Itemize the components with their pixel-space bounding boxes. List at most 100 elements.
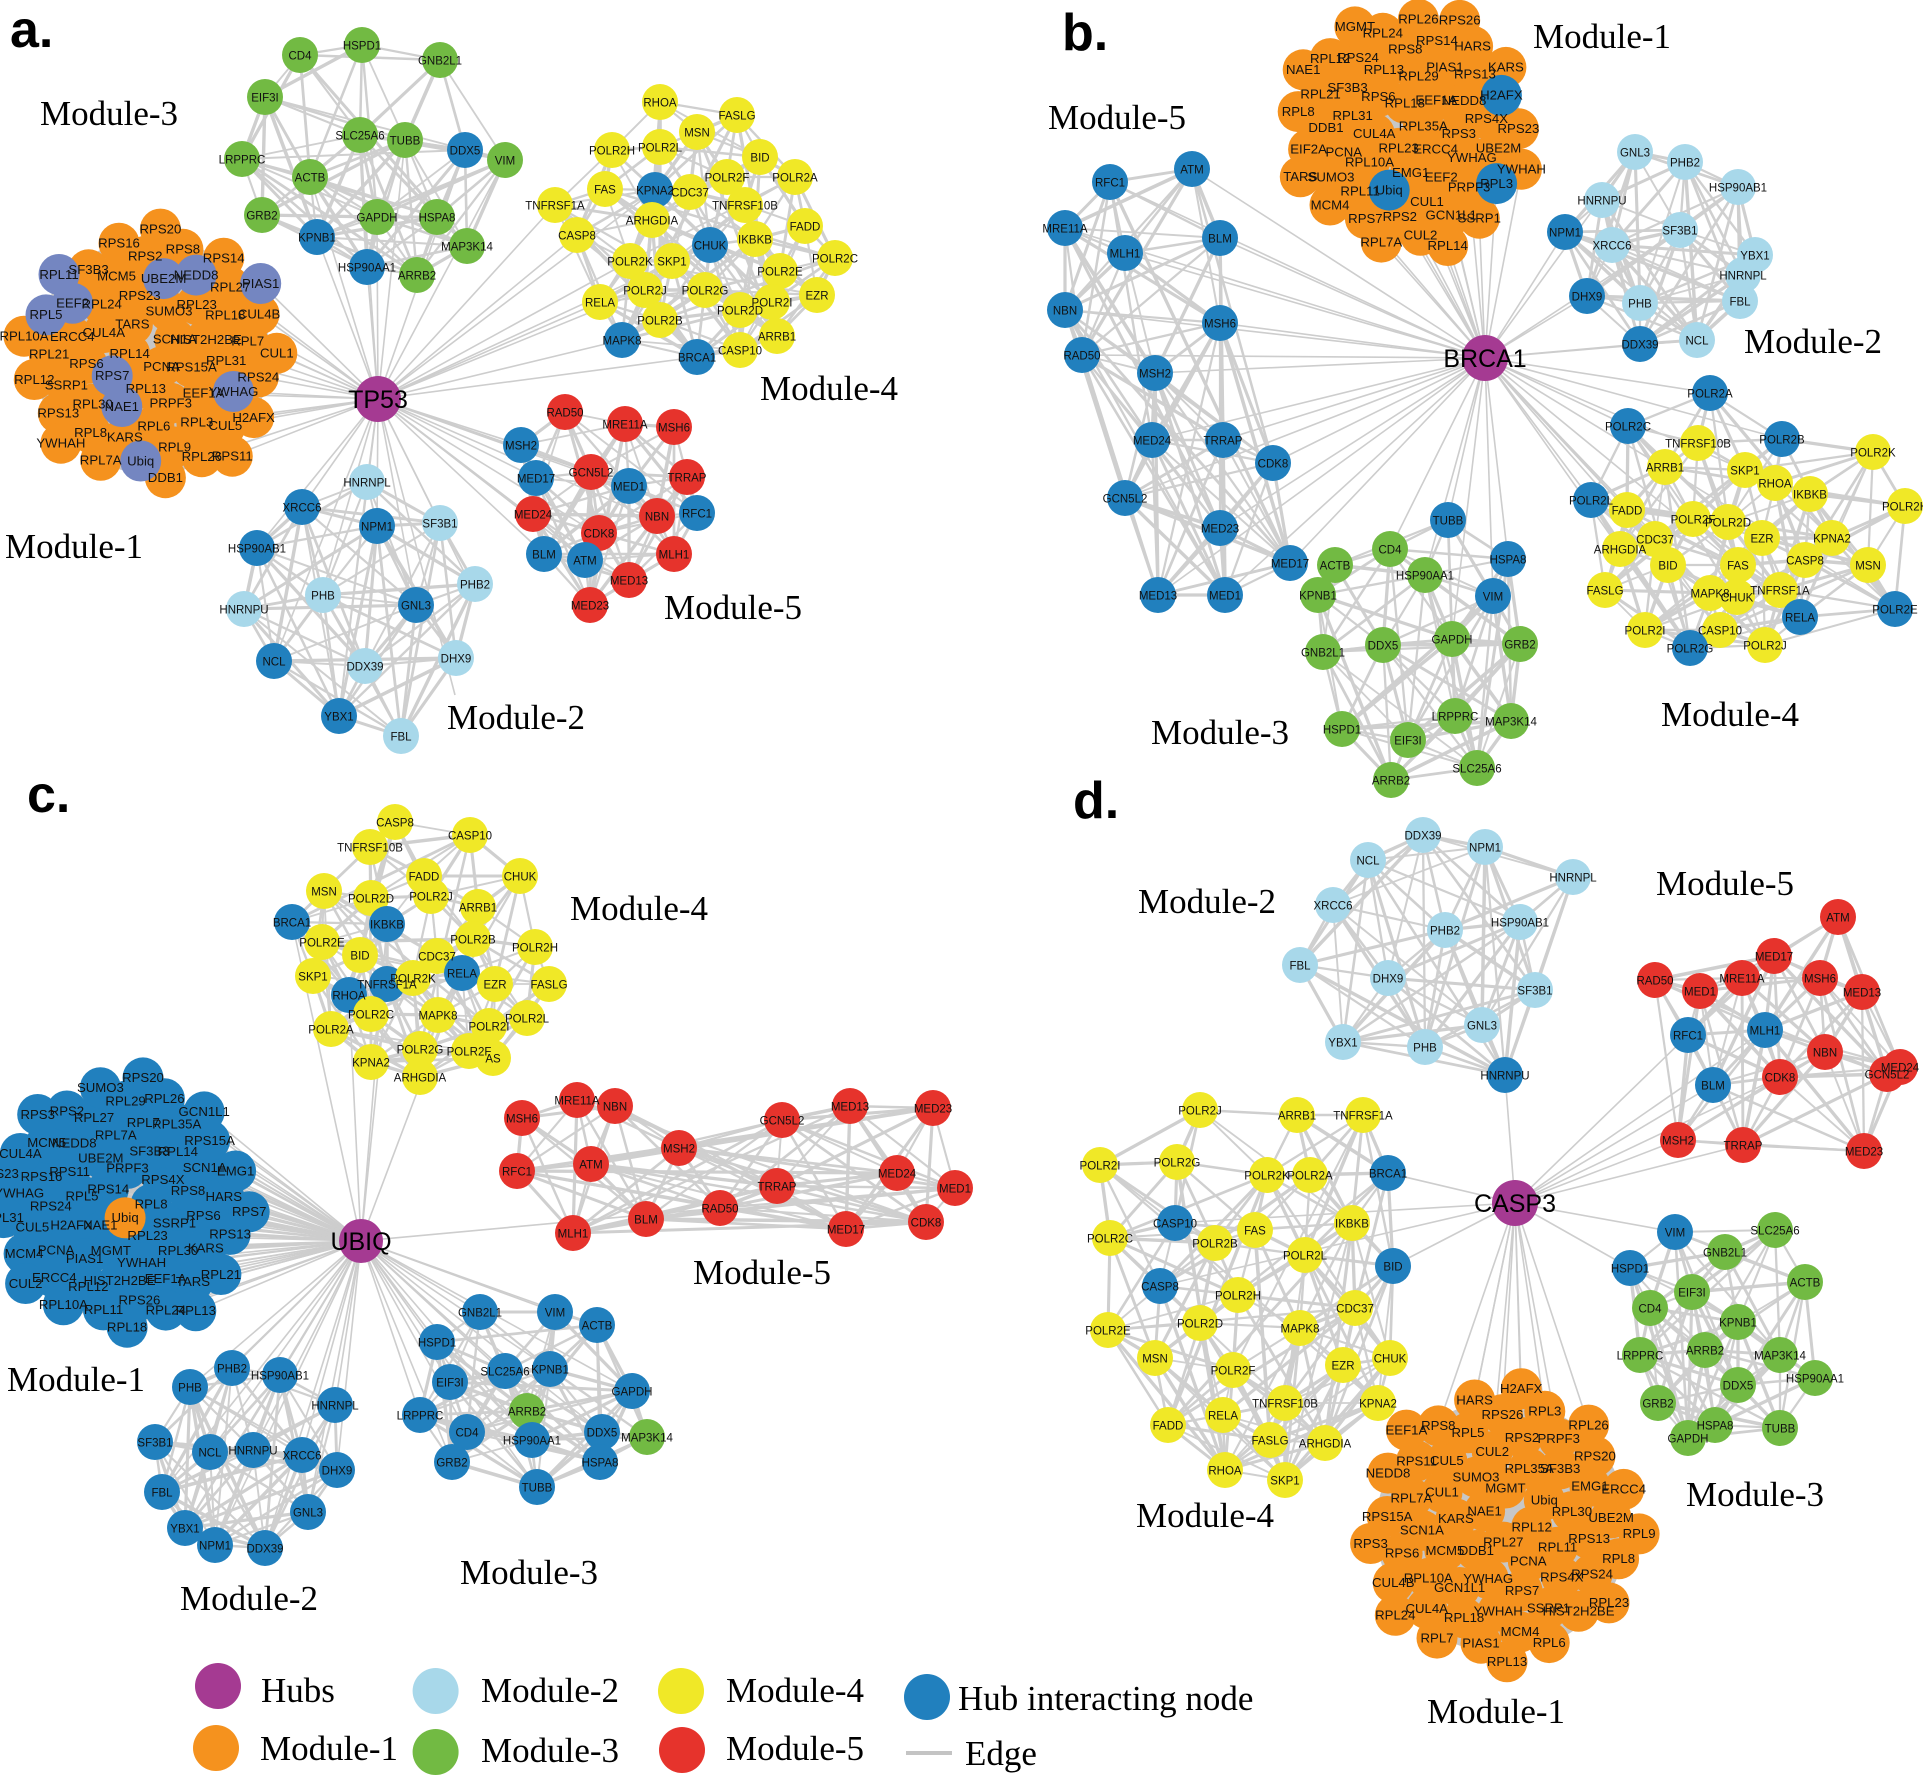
svg-text:GNB2L1: GNB2L1 — [418, 55, 462, 67]
svg-text:CUL2: CUL2 — [1475, 1444, 1509, 1459]
svg-text:SF3B1: SF3B1 — [1517, 985, 1552, 997]
svg-text:GCN5L2: GCN5L2 — [1865, 1069, 1910, 1081]
svg-text:IKBKB: IKBKB — [1335, 1218, 1369, 1230]
svg-text:DDX5: DDX5 — [1368, 640, 1399, 652]
svg-text:MSH6: MSH6 — [658, 422, 690, 434]
svg-text:MED24: MED24 — [878, 1168, 917, 1180]
svg-text:RPL5: RPL5 — [1452, 1425, 1485, 1440]
svg-text:SSRP1: SSRP1 — [153, 1215, 196, 1230]
svg-text:POLR2B: POLR2B — [1759, 434, 1805, 446]
svg-text:ARRB2: ARRB2 — [1372, 775, 1410, 787]
svg-text:CD4: CD4 — [1378, 544, 1402, 556]
svg-text:Ubiq: Ubiq — [127, 453, 154, 468]
svg-text:SF3B3: SF3B3 — [1327, 80, 1367, 95]
svg-text:DDX39: DDX39 — [246, 1543, 283, 1555]
svg-text:EEF1A: EEF1A — [1415, 93, 1457, 108]
svg-text:EZR: EZR — [484, 979, 507, 991]
svg-text:Module-1: Module-1 — [7, 1360, 145, 1399]
svg-text:RPS7: RPS7 — [232, 1204, 266, 1219]
svg-text:CHUK: CHUK — [694, 240, 727, 252]
svg-text:GCN1L1: GCN1L1 — [1426, 208, 1477, 223]
svg-text:DHX9: DHX9 — [322, 1465, 353, 1477]
svg-text:MAPK8: MAPK8 — [1691, 588, 1730, 600]
svg-text:CUL1: CUL1 — [1425, 1485, 1459, 1500]
svg-text:NPM1: NPM1 — [1549, 227, 1581, 239]
svg-text:SKP1: SKP1 — [657, 256, 686, 268]
svg-text:HSPD1: HSPD1 — [1323, 724, 1361, 736]
svg-text:CDK8: CDK8 — [911, 1217, 942, 1229]
svg-text:RHOA: RHOA — [1758, 478, 1792, 490]
svg-text:RPS8: RPS8 — [166, 242, 200, 257]
svg-text:c.: c. — [27, 766, 70, 824]
svg-text:RPS24: RPS24 — [1571, 1567, 1613, 1582]
svg-text:KARS: KARS — [1488, 60, 1524, 75]
svg-text:BID: BID — [750, 152, 769, 164]
svg-text:POLR2E: POLR2E — [1872, 604, 1918, 616]
svg-text:KARS: KARS — [188, 1241, 224, 1256]
svg-text:RPS13: RPS13 — [209, 1227, 251, 1242]
svg-text:NCL: NCL — [1685, 335, 1709, 347]
svg-text:TNFRSF10B: TNFRSF10B — [1665, 438, 1731, 450]
svg-text:PRPF3: PRPF3 — [1537, 1431, 1580, 1446]
svg-text:IKBKB: IKBKB — [1793, 489, 1827, 501]
svg-text:CUL4B: CUL4B — [238, 307, 281, 322]
svg-text:MAPK8: MAPK8 — [603, 335, 642, 347]
svg-text:RHOA: RHOA — [643, 97, 677, 109]
svg-text:RPL13: RPL13 — [126, 381, 166, 396]
svg-text:NCL: NCL — [198, 1447, 222, 1459]
svg-text:SLC25A6: SLC25A6 — [1452, 763, 1501, 775]
svg-text:MAPK8: MAPK8 — [1281, 1323, 1320, 1335]
svg-text:CUL2: CUL2 — [9, 1276, 43, 1291]
svg-text:NBN: NBN — [1813, 1047, 1837, 1059]
svg-text:MCM4: MCM4 — [1311, 197, 1350, 212]
svg-text:POLR2A: POLR2A — [1287, 1170, 1333, 1182]
svg-text:AS: AS — [485, 1053, 501, 1065]
svg-text:SCN1A: SCN1A — [183, 1160, 227, 1175]
svg-text:RPS14: RPS14 — [1416, 33, 1458, 48]
svg-text:PHB: PHB — [178, 1382, 202, 1394]
svg-text:PCNA: PCNA — [38, 1242, 75, 1257]
svg-text:RPS6: RPS6 — [69, 356, 103, 371]
svg-text:RPS4X: RPS4X — [1540, 1570, 1583, 1585]
svg-text:RPS11: RPS11 — [49, 1164, 90, 1179]
svg-text:DHX9: DHX9 — [1373, 973, 1404, 985]
svg-text:RPS24: RPS24 — [30, 1199, 72, 1214]
svg-text:TNFRSF10B: TNFRSF10B — [712, 200, 778, 212]
svg-text:POLR2H: POLR2H — [512, 942, 558, 954]
svg-text:ERCC4: ERCC4 — [1601, 1482, 1646, 1497]
svg-text:POLR2H: POLR2H — [1882, 501, 1923, 513]
svg-text:POLR2D: POLR2D — [717, 305, 763, 317]
svg-text:RPL7A: RPL7A — [1391, 1491, 1433, 1506]
svg-text:POLR2K: POLR2K — [607, 256, 653, 268]
svg-text:TARS: TARS — [1283, 169, 1317, 184]
svg-text:BLM: BLM — [1701, 1080, 1725, 1092]
svg-text:Module-1: Module-1 — [260, 1729, 398, 1768]
svg-text:CASP10: CASP10 — [448, 830, 492, 842]
svg-text:RPL11: RPL11 — [39, 267, 78, 282]
svg-text:POLR2C: POLR2C — [348, 1009, 394, 1021]
svg-text:ACTB: ACTB — [1320, 560, 1351, 572]
svg-text:GCN1L1: GCN1L1 — [1434, 1580, 1485, 1595]
svg-text:RPL3: RPL3 — [1480, 176, 1513, 191]
svg-text:GNB2L1: GNB2L1 — [1703, 1247, 1747, 1259]
svg-text:POLR2B: POLR2B — [637, 315, 683, 327]
svg-text:CASP8: CASP8 — [558, 230, 596, 242]
svg-text:RPS7: RPS7 — [95, 368, 129, 383]
svg-text:TNFRSF10B: TNFRSF10B — [337, 842, 403, 854]
svg-text:NCL: NCL — [262, 656, 286, 668]
svg-text:HARS: HARS — [1454, 39, 1491, 54]
svg-text:TUBB: TUBB — [390, 135, 421, 147]
svg-text:CASP10: CASP10 — [1153, 1218, 1197, 1230]
svg-text:UBE2M: UBE2M — [78, 1150, 123, 1165]
svg-text:MCM5: MCM5 — [27, 1135, 66, 1150]
svg-text:Module-5: Module-5 — [1048, 98, 1186, 137]
svg-text:PIAS1: PIAS1 — [1462, 1636, 1499, 1651]
svg-text:KPNB1: KPNB1 — [298, 232, 336, 244]
svg-text:RPL30: RPL30 — [158, 1243, 198, 1258]
svg-text:RPL7A: RPL7A — [1360, 234, 1402, 249]
svg-text:POLR2E: POLR2E — [757, 266, 803, 278]
svg-text:BRCA1: BRCA1 — [1443, 345, 1526, 373]
svg-text:HIST2H2BE: HIST2H2BE — [1543, 1604, 1615, 1619]
svg-text:HSPD1: HSPD1 — [343, 40, 381, 52]
svg-text:Hubs: Hubs — [261, 1671, 335, 1710]
